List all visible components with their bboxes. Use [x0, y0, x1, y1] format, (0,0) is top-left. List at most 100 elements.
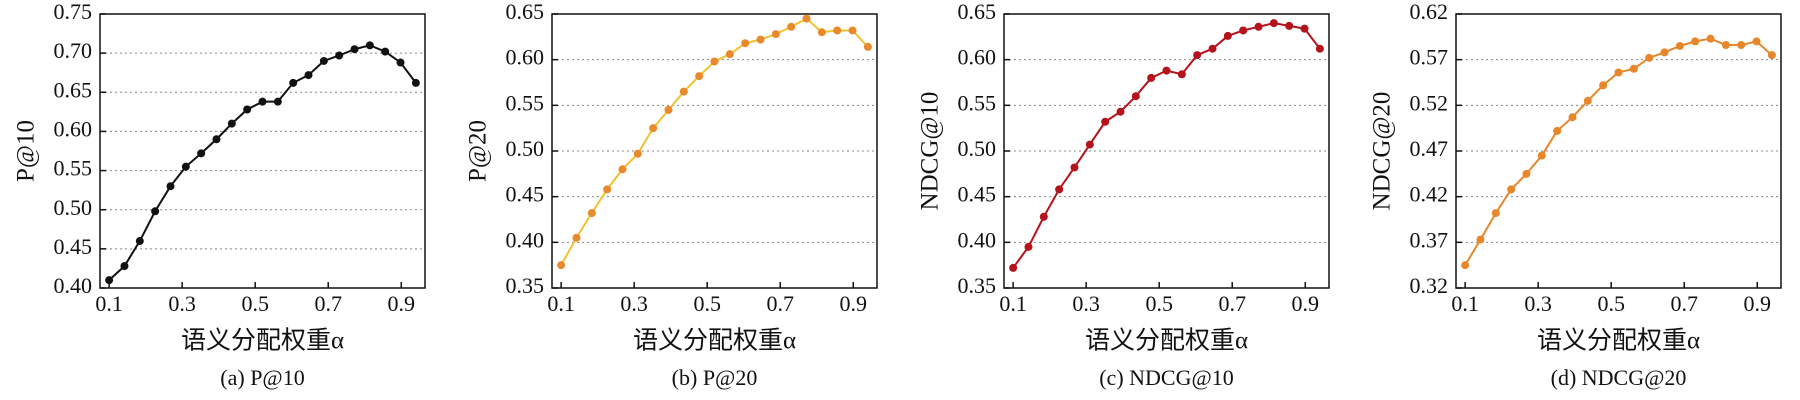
y-tick-label: 0.57: [1410, 45, 1449, 70]
point: [1737, 41, 1746, 50]
x-tick-label: 0.9: [1744, 291, 1772, 316]
panel: 0.32 0.37 0.42 0.47 0.52 0.57 0.62 0.1 0.3 0.5 0.7…: [1369, 0, 1782, 390]
point: [166, 182, 175, 191]
x-axis-title: 语义分配权重α: [633, 327, 796, 355]
panel: 0.40 0.45 0.50 0.55 0.60 0.65 0.70 0.75 0.1 0.3 0.…: [13, 0, 426, 390]
y-tick-label: 0.65: [54, 77, 93, 102]
point: [319, 56, 328, 65]
x-axis-title: 语义分配权重α: [1537, 327, 1700, 355]
point: [212, 135, 221, 144]
x-tick-label: 0.1: [547, 291, 575, 316]
y-tick-label: 0.60: [958, 45, 997, 70]
point: [396, 58, 405, 67]
point: [649, 124, 658, 133]
point: [557, 261, 566, 270]
y-tick-label: 0.35: [506, 273, 545, 298]
y-tick-label: 0.55: [54, 156, 93, 181]
x-axis-title: 语义分配权重α: [1085, 327, 1248, 355]
point: [1660, 48, 1669, 57]
point: [787, 22, 796, 31]
point: [664, 105, 673, 114]
point: [258, 97, 267, 106]
point: [1568, 113, 1577, 122]
point: [1009, 263, 1018, 272]
point: [618, 165, 627, 174]
point: [227, 119, 236, 128]
point: [587, 209, 596, 218]
plot-frame: [551, 13, 878, 289]
y-tick-label: 0.60: [506, 45, 545, 70]
panel: 0.35 0.40 0.45 0.50 0.55 0.60 0.65 0.1 0.3 0.5 0.7…: [465, 0, 878, 390]
point: [135, 237, 144, 246]
x-tick-label: 0.3: [1072, 291, 1100, 316]
point: [1645, 53, 1654, 62]
x-tick-label: 0.7: [1218, 291, 1246, 316]
point: [633, 149, 642, 158]
y-tick-label: 0.45: [54, 234, 93, 259]
x-tick-label: 0.5: [1145, 291, 1173, 316]
point: [1614, 68, 1623, 77]
x-tick-label: 0.1: [999, 291, 1027, 316]
plot-frame: [1003, 13, 1330, 289]
point: [1675, 41, 1684, 50]
point: [273, 97, 282, 106]
x-tick-label: 0.3: [168, 291, 196, 316]
point: [1116, 107, 1125, 116]
y-tick-label: 0.60: [54, 116, 93, 141]
point: [1706, 34, 1715, 43]
point: [1315, 44, 1324, 53]
point: [710, 57, 719, 66]
y-axis-title: NDCG@20: [1369, 92, 1396, 211]
panel: 0.35 0.40 0.45 0.50 0.55 0.60 0.65 0.1 0.3 0.5 0.7…: [917, 0, 1330, 390]
x-tick-label: 0.3: [620, 291, 648, 316]
y-tick-label: 0.50: [54, 195, 93, 220]
point: [1254, 22, 1263, 31]
y-axis-title: NDCG@10: [917, 92, 944, 211]
point: [1070, 163, 1079, 172]
line: [108, 44, 417, 281]
y-tick-label: 0.32: [1410, 273, 1449, 298]
point: [1239, 26, 1248, 35]
point: [350, 45, 359, 54]
y-tick-label: 0.75: [54, 0, 93, 24]
y-tick-label: 0.45: [506, 182, 545, 207]
point: [1721, 41, 1730, 50]
y-axis-title: P@10: [13, 120, 40, 182]
point: [1039, 212, 1048, 221]
y-tick-label: 0.70: [54, 38, 93, 63]
point: [120, 262, 129, 271]
point: [802, 14, 811, 23]
point: [1131, 92, 1140, 101]
point: [335, 51, 344, 60]
x-tick-label: 0.1: [1451, 291, 1479, 316]
point: [1767, 51, 1776, 60]
point: [1752, 37, 1761, 46]
caption: (a) P@10: [220, 365, 304, 390]
point: [695, 72, 704, 81]
y-tick-label: 0.50: [506, 136, 545, 161]
point: [1522, 169, 1531, 178]
plot-frame: [99, 13, 426, 289]
point: [1629, 64, 1638, 73]
point: [289, 78, 298, 87]
y-tick-label: 0.37: [1410, 227, 1449, 252]
y-tick-label: 0.62: [1410, 0, 1449, 24]
point: [1101, 117, 1110, 126]
point: [603, 185, 612, 194]
y-tick-label: 0.47: [1410, 136, 1449, 161]
caption: (c) NDCG@10: [1099, 365, 1234, 390]
point: [741, 39, 750, 48]
point: [756, 35, 765, 44]
point: [1583, 96, 1592, 105]
point: [1537, 151, 1546, 160]
line: [560, 17, 869, 266]
point: [725, 50, 734, 59]
point: [679, 87, 688, 96]
x-tick-label: 0.9: [388, 291, 416, 316]
point: [1024, 242, 1033, 251]
point: [1055, 185, 1064, 194]
x-tick-label: 0.7: [1670, 291, 1698, 316]
point: [1476, 235, 1485, 244]
point: [243, 105, 252, 114]
